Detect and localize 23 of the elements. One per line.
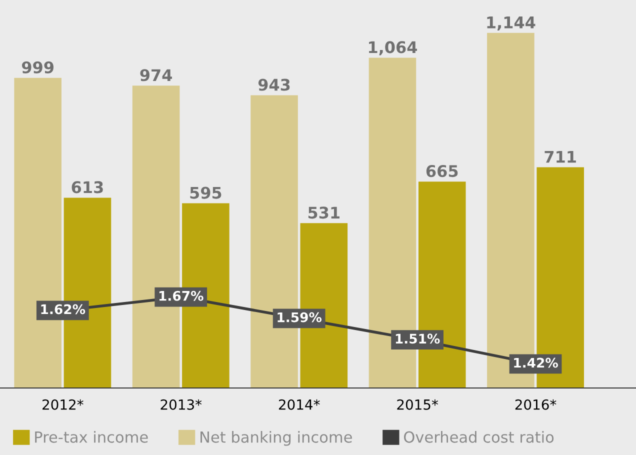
x-tick-label: 2014* [278, 399, 320, 410]
data-label: 1.59% [278, 312, 322, 322]
x-tick-label: 2012* [42, 399, 84, 410]
legend-label: Pre-tax income [35, 431, 148, 443]
data-label: 974 [140, 69, 172, 82]
data-label: 999 [22, 61, 54, 74]
data-label: 1,064 [369, 41, 418, 56]
x-tick-label: 2013* [160, 399, 202, 410]
x-tick-label: 2016* [515, 399, 556, 410]
data-label: 595 [190, 186, 222, 199]
data-label: 1.67% [159, 290, 204, 301]
legend-label: Net banking income [200, 431, 352, 446]
data-label: 943 [258, 78, 290, 91]
data-label: 1.51% [396, 334, 440, 344]
data-label: 1.62% [41, 304, 86, 314]
data-label: 711 [544, 150, 576, 163]
data-label: 1.42% [514, 358, 558, 368]
x-tick-label: 2015* [397, 399, 438, 410]
data-label: 1,144 [487, 16, 536, 30]
data-label: 531 [308, 206, 340, 219]
data-label: 665 [426, 165, 458, 178]
data-label: 613 [72, 181, 103, 194]
legend-label: Overhead cost ratio [404, 431, 554, 443]
